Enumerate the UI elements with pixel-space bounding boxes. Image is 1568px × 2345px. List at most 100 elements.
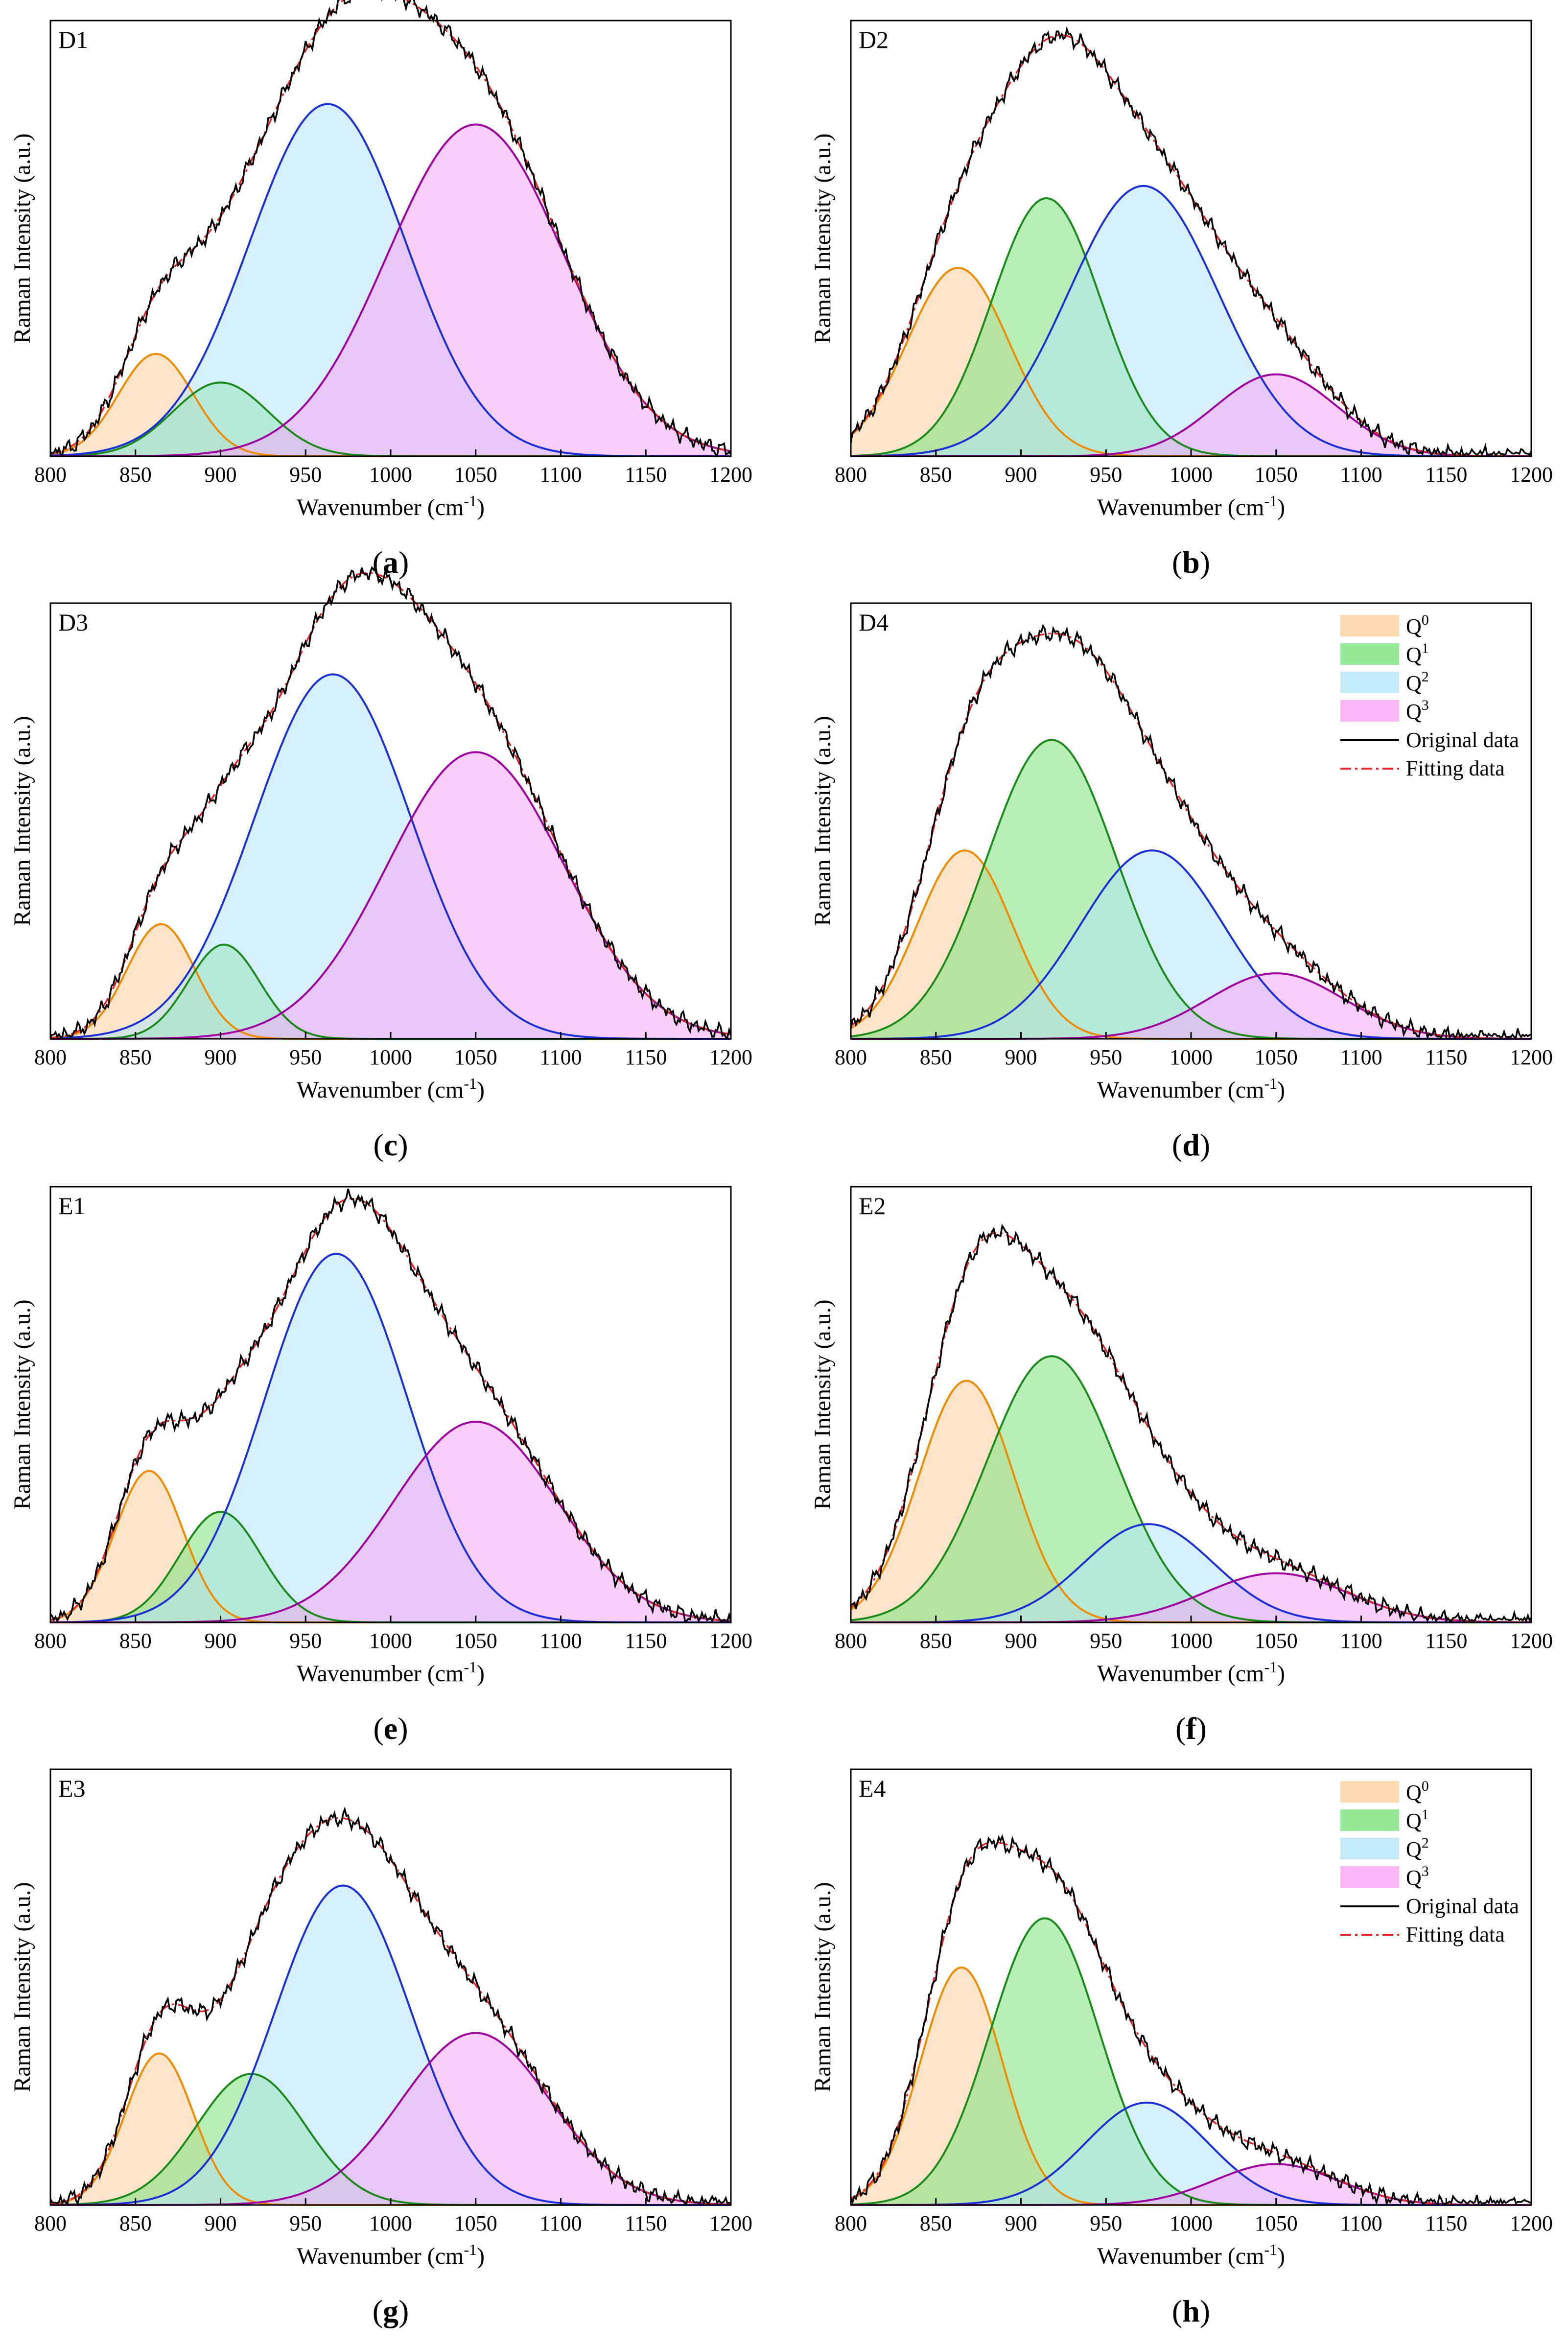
x-tick-label: 850: [119, 1629, 152, 1653]
legend-label: Q2: [1406, 1835, 1429, 1861]
x-tick-label: 1200: [1510, 1045, 1553, 1069]
x-tick-label: 1200: [1510, 2211, 1553, 2235]
legend-label: Fitting data: [1406, 756, 1505, 780]
x-tick-label: 900: [1005, 2211, 1037, 2235]
x-tick-label: 950: [1090, 1045, 1122, 1069]
panel-e3: 800 850 900 950 1000 1050 1100 1150 1200 Wavenumb…: [9, 1768, 752, 2328]
x-tick-label: 1050: [454, 463, 497, 487]
legend-label: Q2: [1406, 669, 1429, 695]
x-tick-label: 850: [920, 1629, 952, 1653]
panel-d2: 800 850 900 950 1000 1050 1100 1150 1200 Wavenumb…: [810, 20, 1553, 580]
band-q3: [851, 2164, 1531, 2205]
x-axis-label: Wavenumber (cm-1): [297, 1075, 485, 1103]
legend-label: Q3: [1406, 697, 1429, 724]
x-tick-label: 850: [920, 2211, 952, 2235]
y-axis-label: Raman Intensity (a.u.): [810, 716, 836, 926]
panel-d4: 800 850 900 950 1000 1050 1100 1150 1200 Wavenumb…: [810, 602, 1553, 1162]
legend-swatch-q1: [1340, 1809, 1399, 1831]
x-tick-label: 1150: [1425, 1045, 1467, 1069]
panel-e4: 800 850 900 950 1000 1050 1100 1150 1200 Wavenumb…: [810, 1768, 1553, 2328]
x-axis-label: Wavenumber (cm-1): [1097, 1075, 1285, 1103]
x-tick-label: 1050: [1255, 1629, 1298, 1653]
x-tick-label: 1000: [1170, 1629, 1213, 1653]
band-q3: [851, 973, 1531, 1039]
legend-label: Original data: [1406, 728, 1519, 752]
x-tick-label: 950: [1090, 1629, 1122, 1653]
band-q2: [50, 1254, 731, 1622]
x-tick-label: 1200: [709, 2211, 752, 2235]
panel-caption: (e): [373, 1711, 408, 1746]
x-tick-label: 1000: [369, 1045, 412, 1069]
y-axis-label: Raman Intensity (a.u.): [9, 716, 35, 926]
legend-swatch-q0: [1340, 1781, 1399, 1803]
band-q3: [50, 1422, 731, 1622]
x-tick-label: 800: [34, 2211, 67, 2235]
x-tick-label: 1150: [625, 2211, 667, 2235]
panel-d1: 800 850 900 950 1000 1050 1100 1150 1200 Wavenumb…: [9, 0, 752, 580]
x-tick-label: 1200: [709, 1629, 752, 1653]
x-axis-label: Wavenumber (cm-1): [297, 2241, 485, 2269]
x-tick-label: 1000: [369, 463, 412, 487]
original-curve: [49, 0, 732, 456]
x-tick-label: 1100: [1340, 463, 1382, 487]
x-tick-label: 900: [1005, 1045, 1037, 1069]
x-tick-label: 800: [835, 463, 867, 487]
legend-swatch-q1: [1340, 643, 1399, 665]
x-tick-label: 1100: [1340, 1045, 1382, 1069]
original-curve: [49, 1188, 732, 1623]
x-tick-label: 850: [920, 1045, 952, 1069]
x-tick-label: 1100: [539, 1045, 582, 1069]
x-tick-label: 800: [835, 1045, 867, 1069]
x-axis-label: Wavenumber (cm-1): [1097, 1658, 1285, 1687]
x-tick-label: 850: [920, 463, 952, 487]
x-tick-label: 1150: [625, 1629, 667, 1653]
x-tick-label: 900: [205, 1045, 237, 1069]
x-tick-label: 850: [119, 2211, 152, 2235]
band-q1: [851, 740, 1531, 1039]
y-axis-label: Raman Intensity (a.u.): [810, 1299, 836, 1509]
x-tick-label: 1200: [1510, 463, 1553, 487]
x-tick-label: 1100: [1340, 1629, 1382, 1653]
panel-id: D1: [58, 26, 88, 53]
band-q2: [50, 1885, 731, 2205]
legend-label: Original data: [1406, 1894, 1519, 1918]
panel-caption: (g): [373, 2294, 409, 2328]
panel-id: E2: [859, 1192, 886, 1219]
band-q3: [50, 752, 731, 1039]
original-curve: [850, 26, 1532, 457]
band-q2: [851, 186, 1531, 456]
x-tick-label: 1000: [369, 1629, 412, 1653]
band-q0: [50, 2053, 731, 2205]
y-axis-label: Raman Intensity (a.u.): [9, 1882, 35, 2092]
x-tick-label: 1050: [454, 1629, 497, 1653]
x-tick-label: 950: [289, 2211, 322, 2235]
x-tick-label: 900: [205, 2211, 237, 2235]
x-tick-label: 800: [835, 1629, 867, 1653]
x-tick-label: 1200: [709, 463, 752, 487]
original-curve: [850, 624, 1532, 1040]
panel-id: E3: [58, 1775, 86, 1802]
x-tick-label: 850: [119, 463, 152, 487]
x-tick-label: 1100: [539, 2211, 582, 2235]
x-tick-label: 1000: [1170, 463, 1213, 487]
panel-d3: 800 850 900 950 1000 1050 1100 1150 1200 Wavenumb…: [9, 563, 752, 1162]
x-tick-label: 1000: [1170, 2211, 1213, 2235]
x-axis-label: Wavenumber (cm-1): [297, 492, 485, 520]
band-q1: [851, 1356, 1531, 1622]
original-curve: [49, 1806, 731, 2206]
band-q2: [851, 850, 1531, 1039]
panel-e2: 800 850 900 950 1000 1050 1100 1150 1200 Wavenumb…: [810, 1186, 1553, 1746]
x-tick-label: 800: [835, 2211, 867, 2235]
band-q2: [851, 2102, 1531, 2205]
x-tick-label: 950: [1090, 463, 1122, 487]
panel-caption: (d): [1172, 1127, 1210, 1162]
x-tick-label: 1050: [1255, 2211, 1298, 2235]
x-tick-label: 950: [289, 1045, 322, 1069]
x-tick-label: 1100: [539, 1629, 582, 1653]
legend-swatch-q3: [1340, 700, 1399, 722]
x-tick-label: 1150: [625, 463, 667, 487]
legend-swatch-q0: [1340, 615, 1399, 636]
